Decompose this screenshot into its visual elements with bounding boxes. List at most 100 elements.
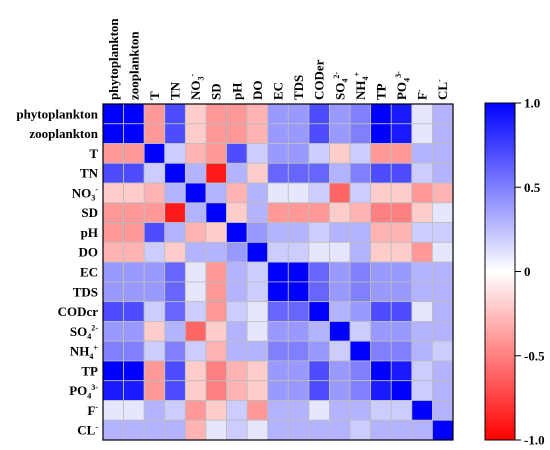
heatmap-cell-zooplankton-NH4+	[349, 123, 372, 144]
heatmap-cell-DO-CL-	[432, 241, 454, 263]
heatmap-cell-phytoplankton-NO3-	[184, 103, 207, 125]
heatmap-cell-NH4+-SD	[205, 340, 227, 362]
heatmap-cell-PO43--SO42-	[329, 380, 351, 401]
heatmap-cell-SO42--TP	[370, 321, 392, 342]
heatmap-cell-phytoplankton-EC	[267, 103, 289, 125]
heatmap-cell-NH4+-PO43-	[390, 340, 413, 362]
heatmap-cell-EC-phytoplankton	[102, 261, 124, 283]
heatmap-cell-TP-phytoplankton	[102, 360, 124, 382]
column-labels: phytoplankton zooplankton T TN NO3-SD pH DO EC T…	[106, 18, 450, 100]
row-labels: phytoplankton zooplankton T TN NO3- SD pH DO EC T…	[16, 106, 98, 437]
column-label-CODcr: CODer	[312, 59, 327, 100]
heatmap-cell-TN-NH4+	[349, 162, 372, 184]
heatmap-cell-F--SD	[205, 400, 227, 421]
heatmap-cell-CODcr-F-	[411, 301, 433, 322]
heatmap-cell-CL--TDS	[287, 419, 310, 441]
heatmap-cell-TN-phytoplankton	[102, 162, 124, 184]
heatmap-cell-F--TN	[164, 400, 186, 421]
heatmap-cell-EC-EC	[267, 261, 289, 283]
heatmap-cell-zooplankton-T	[143, 123, 166, 144]
heatmap-cell-zooplankton-TP	[370, 123, 392, 144]
heatmap-cell-TDS-TP	[370, 281, 392, 303]
heatmap-cell-CL--phytoplankton	[102, 419, 124, 441]
heatmap-cell-NO3--TP	[370, 182, 392, 204]
heatmap-cell-EC-NO3-	[184, 261, 207, 283]
heatmap-cell-T-T	[143, 143, 166, 164]
heatmap-cell-CL--NO3-	[184, 419, 207, 441]
heatmap-cell-F--phytoplankton	[102, 400, 124, 421]
heatmap-cell-F--PO43-	[390, 400, 413, 421]
heatmap-cells	[102, 103, 454, 441]
heatmap-cell-TN-CL-	[432, 162, 454, 184]
heatmap-cell-phytoplankton-phytoplankton	[102, 103, 124, 125]
heatmap-cell-DO-TDS	[287, 241, 310, 263]
heatmap-cell-SD-TDS	[287, 202, 310, 223]
heatmap-cell-SD-CODcr	[308, 202, 330, 223]
heatmap-cell-DO-phytoplankton	[102, 241, 124, 263]
heatmap-cell-TP-T	[143, 360, 166, 382]
row-label-F-: F-	[87, 403, 98, 418]
heatmap-cell-NH4+-CL-	[432, 340, 454, 362]
column-label-TP: TP	[373, 83, 388, 100]
heatmap-cell-T-pH	[226, 143, 248, 164]
heatmap-cell-TDS-EC	[267, 281, 289, 303]
heatmap-cell-DO-SO42-	[329, 241, 351, 263]
heatmap-cell-SO42--TN	[164, 321, 186, 342]
heatmap-cell-SO42--phytoplankton	[102, 321, 124, 342]
heatmap-cell-pH-EC	[267, 222, 289, 243]
heatmap-cell-SD-pH	[226, 202, 248, 223]
heatmap-cell-pH-NO3-	[184, 222, 207, 243]
heatmap-cell-TN-CODcr	[308, 162, 330, 184]
heatmap-cell-SD-SO42-	[329, 202, 351, 223]
heatmap-cell-SD-T	[143, 202, 166, 223]
heatmap-cell-NH4+-NH4+	[349, 340, 372, 362]
heatmap-cell-NH4+-SO42-	[329, 340, 351, 362]
heatmap-cell-NO3--F-	[411, 182, 433, 204]
heatmap-cell-CL--NH4+	[349, 419, 372, 441]
heatmap-cell-CODcr-DO	[246, 301, 269, 322]
heatmap-cell-pH-zooplankton	[123, 222, 145, 243]
heatmap-cell-phytoplankton-CL-	[432, 103, 454, 125]
heatmap-cell-NO3--TDS	[287, 182, 310, 204]
heatmap-cell-SO42--NO3-	[184, 321, 207, 342]
heatmap-cell-DO-DO	[246, 241, 269, 263]
heatmap-cell-phytoplankton-TP	[370, 103, 392, 125]
heatmap-cell-pH-TP	[370, 222, 392, 243]
row-label-phytoplankton: phytoplankton	[16, 106, 98, 121]
heatmap-cell-PO43--phytoplankton	[102, 380, 124, 401]
heatmap-cell-SD-PO43-	[390, 202, 413, 223]
heatmap-cell-phytoplankton-SD	[205, 103, 227, 125]
heatmap-cell-SO42--F-	[411, 321, 433, 342]
heatmap-cell-EC-pH	[226, 261, 248, 283]
heatmap-cell-SD-F-	[411, 202, 433, 223]
heatmap-cell-phytoplankton-NH4+	[349, 103, 372, 125]
heatmap-cell-EC-DO	[246, 261, 269, 283]
colorbar-tick-label: 0.5	[524, 180, 541, 195]
heatmap-cell-NO3--CL-	[432, 182, 454, 204]
heatmap-cell-F--EC	[267, 400, 289, 421]
heatmap-cell-NO3--CODcr	[308, 182, 330, 204]
heatmap-cell-SO42--CL-	[432, 321, 454, 342]
heatmap-cell-SO42--DO	[246, 321, 269, 342]
heatmap-cell-EC-SO42-	[329, 261, 351, 283]
heatmap-cell-T-CODcr	[308, 143, 330, 164]
heatmap-cell-EC-TN	[164, 261, 186, 283]
heatmap-cell-zooplankton-F-	[411, 123, 433, 144]
heatmap-cell-zooplankton-SD	[205, 123, 227, 144]
column-label-PO43-: PO43-	[394, 71, 411, 100]
heatmap-cell-pH-TN	[164, 222, 186, 243]
row-label-PO43-: PO43-	[69, 383, 98, 400]
heatmap-cell-zooplankton-TN	[164, 123, 186, 144]
heatmap-cell-PO43--DO	[246, 380, 269, 401]
heatmap-cell-TN-SO42-	[329, 162, 351, 184]
heatmap-cell-pH-CL-	[432, 222, 454, 243]
row-label-TDS: TDS	[73, 284, 98, 299]
heatmap-cell-SO42--T	[143, 321, 166, 342]
heatmap-cell-SO42--pH	[226, 321, 248, 342]
heatmap-cell-TDS-TDS	[287, 281, 310, 303]
heatmap-cell-SD-phytoplankton	[102, 202, 124, 223]
heatmap-cell-TP-TDS	[287, 360, 310, 382]
heatmap-cell-DO-F-	[411, 241, 433, 263]
heatmap-cell-TDS-DO	[246, 281, 269, 303]
heatmap-cell-CL--EC	[267, 419, 289, 441]
